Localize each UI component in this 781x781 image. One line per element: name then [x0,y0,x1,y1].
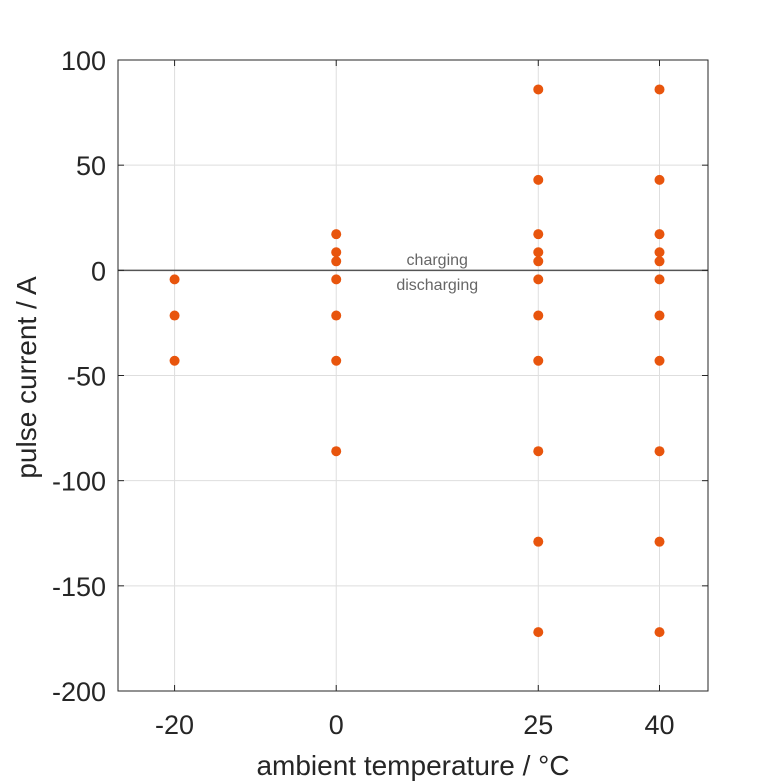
y-tick-label: -100 [52,467,106,497]
data-point [654,446,665,457]
data-point [533,536,544,547]
data-point [654,355,665,366]
data-point [533,229,544,240]
data-point [331,229,342,240]
x-axis-label: ambient temperature / °C [256,750,569,781]
annotation-charging: charging [407,252,468,269]
data-point [533,84,544,95]
data-point [331,274,342,285]
x-tick-label: 25 [523,710,553,740]
data-point [654,274,665,285]
data-point [169,310,180,321]
data-point [331,310,342,321]
grid-layer [118,59,708,692]
data-point [654,229,665,240]
data-point [654,627,665,638]
y-tick-label: 50 [76,151,106,181]
y-tick-label: -50 [67,362,106,392]
data-point [654,84,665,95]
x-tick-label: -20 [155,710,194,740]
annotation-discharging: discharging [396,277,478,294]
y-tick-label: -200 [52,677,106,707]
data-point [654,247,665,258]
points-layer [169,84,665,638]
plot-frame [117,59,709,692]
data-point [169,274,180,285]
data-point [331,247,342,258]
data-point [169,355,180,366]
x-tick-label: 40 [644,710,674,740]
data-point [331,256,342,267]
y-axis-label: pulse current / A [11,276,42,479]
data-point [533,446,544,457]
data-point [654,310,665,321]
y-tick-label: -150 [52,572,106,602]
y-tick-label: 0 [91,256,106,286]
data-point [533,355,544,366]
data-point [654,256,665,267]
data-point [654,536,665,547]
data-point [331,355,342,366]
data-point [533,256,544,267]
data-point [533,247,544,258]
data-point [533,627,544,638]
data-point [533,174,544,185]
x-tick-label: 0 [329,710,344,740]
data-point [331,446,342,457]
data-point [533,274,544,285]
y-tick-label: 100 [61,46,106,76]
data-point [654,174,665,185]
data-point [533,310,544,321]
